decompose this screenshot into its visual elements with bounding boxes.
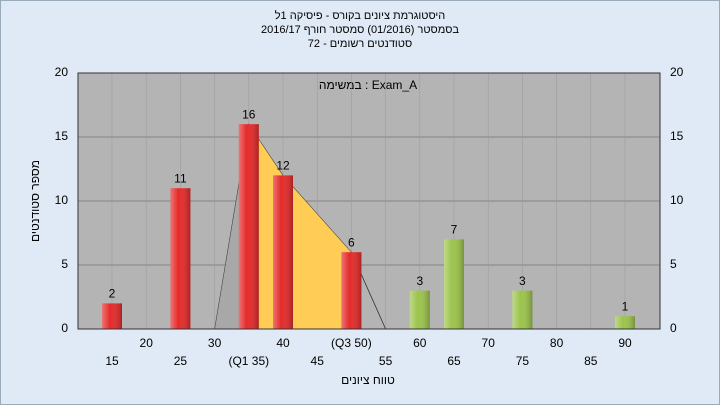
- annotation: במשימה : Exam_A: [319, 78, 417, 92]
- x-tick-label: 20: [140, 336, 154, 350]
- x-tick-label: 55: [379, 354, 393, 368]
- bar-shade: [238, 124, 259, 329]
- bar-shade: [444, 239, 464, 329]
- bar-shade: [615, 316, 635, 329]
- x-tick-label: (Q1 35): [228, 354, 269, 368]
- x-tick-label: 30: [208, 336, 222, 350]
- x-tick-label: 85: [584, 354, 598, 368]
- x-tick-label: 80: [550, 336, 564, 350]
- x-tick-label: 90: [618, 336, 632, 350]
- x-tick-label: 75: [516, 354, 530, 368]
- bar-shade: [170, 188, 191, 329]
- plot-border: [77, 72, 661, 330]
- y-tick-label: 10: [55, 193, 69, 207]
- y-tick-label: 0: [61, 321, 68, 335]
- bar-shade: [102, 303, 122, 329]
- x-axis-label: טווח ציונים: [341, 373, 395, 387]
- y-axis-label: מספר סטודנטים: [28, 160, 42, 242]
- value-label: 6: [348, 235, 355, 249]
- x-tick-label: 15: [105, 354, 119, 368]
- bar-shade: [341, 252, 362, 329]
- y-tick-label-right: 20: [670, 65, 684, 79]
- x-tick-label: 40: [276, 336, 290, 350]
- y-tick-label: 20: [55, 65, 69, 79]
- chart-title: היסטוגרמת ציונים בקורס - פיסיקה 1ל: [275, 9, 446, 22]
- y-tick-label-right: 15: [670, 129, 684, 143]
- subtitle: סטודנטים רשומים - 72: [308, 38, 412, 50]
- value-label: 12: [276, 159, 290, 173]
- x-tick-label: 45: [311, 354, 325, 368]
- y-tick-label-right: 0: [670, 321, 677, 335]
- y-tick-label: 15: [55, 129, 69, 143]
- value-label: 16: [242, 107, 256, 121]
- y-tick-label-right: 5: [670, 257, 677, 271]
- value-label: 3: [416, 274, 423, 288]
- value-label: 7: [451, 223, 458, 237]
- value-label: 11: [174, 171, 187, 185]
- y-tick-label: 5: [61, 257, 68, 271]
- x-tick-label: 60: [413, 336, 427, 350]
- subtitle: בסמסטר (01/2016) סמסטר חורף 2016/17: [261, 24, 459, 36]
- value-label: 3: [519, 274, 526, 288]
- bar-shade: [409, 290, 430, 329]
- x-tick-label: 70: [482, 336, 496, 350]
- x-tick-label: (Q3 50): [331, 336, 372, 350]
- bar-shade: [512, 290, 533, 329]
- y-tick-label-right: 10: [670, 193, 684, 207]
- x-tick-label: 25: [174, 354, 188, 368]
- value-label: 2: [109, 287, 116, 301]
- bar-shade: [273, 175, 293, 329]
- x-tick-label: 65: [447, 354, 461, 368]
- value-label: 1: [622, 299, 629, 313]
